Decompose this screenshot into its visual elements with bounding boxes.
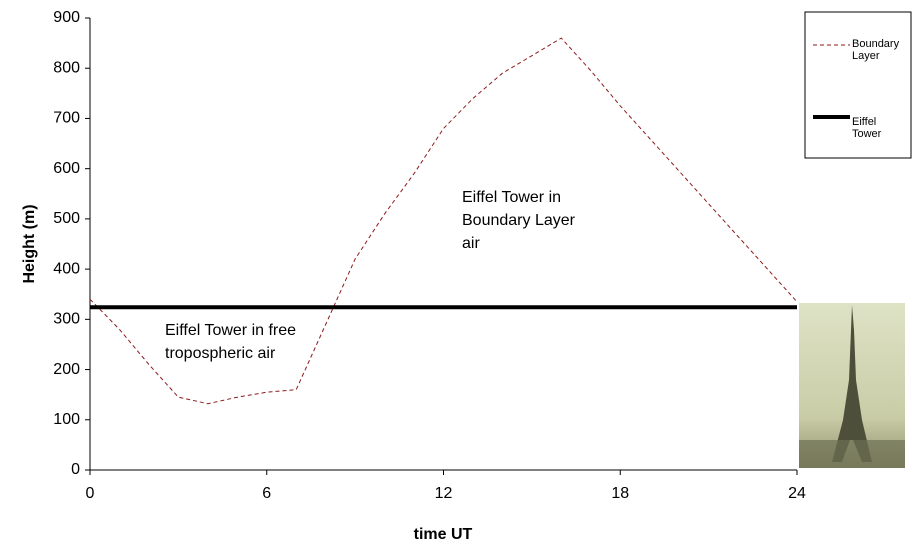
legend-label: Boundary Layer — [852, 38, 900, 62]
x-axis-title: time UT — [414, 526, 473, 543]
annotation: air — [462, 235, 480, 252]
x-tick-label: 24 — [788, 485, 806, 502]
y-tick-label: 500 — [53, 210, 80, 227]
annotation: Eiffel Tower in — [462, 189, 561, 206]
y-tick-label: 900 — [53, 9, 80, 26]
y-tick-label: 400 — [53, 260, 80, 277]
y-tick-label: 300 — [53, 311, 80, 328]
annotation: tropospheric air — [165, 345, 276, 362]
x-tick-label: 12 — [435, 485, 453, 502]
x-tick-label: 6 — [262, 485, 271, 502]
x-tick-label: 18 — [611, 485, 629, 502]
y-tick-label: 100 — [53, 411, 80, 428]
y-tick-label: 700 — [53, 110, 80, 127]
y-tick-label: 800 — [53, 59, 80, 76]
annotation: Boundary Layer — [462, 212, 576, 229]
legend-label: Eiffel Tower — [852, 116, 882, 140]
y-tick-label: 200 — [53, 361, 80, 378]
annotation: Eiffel Tower in free — [165, 322, 296, 339]
photo — [799, 303, 905, 468]
legend-box — [804, 11, 912, 159]
y-tick-label: 0 — [71, 461, 80, 478]
y-tick-label: 600 — [53, 160, 80, 177]
x-tick-label: 0 — [86, 485, 95, 502]
series-line — [89, 37, 798, 405]
y-axis-title: Height (m) — [21, 204, 38, 283]
